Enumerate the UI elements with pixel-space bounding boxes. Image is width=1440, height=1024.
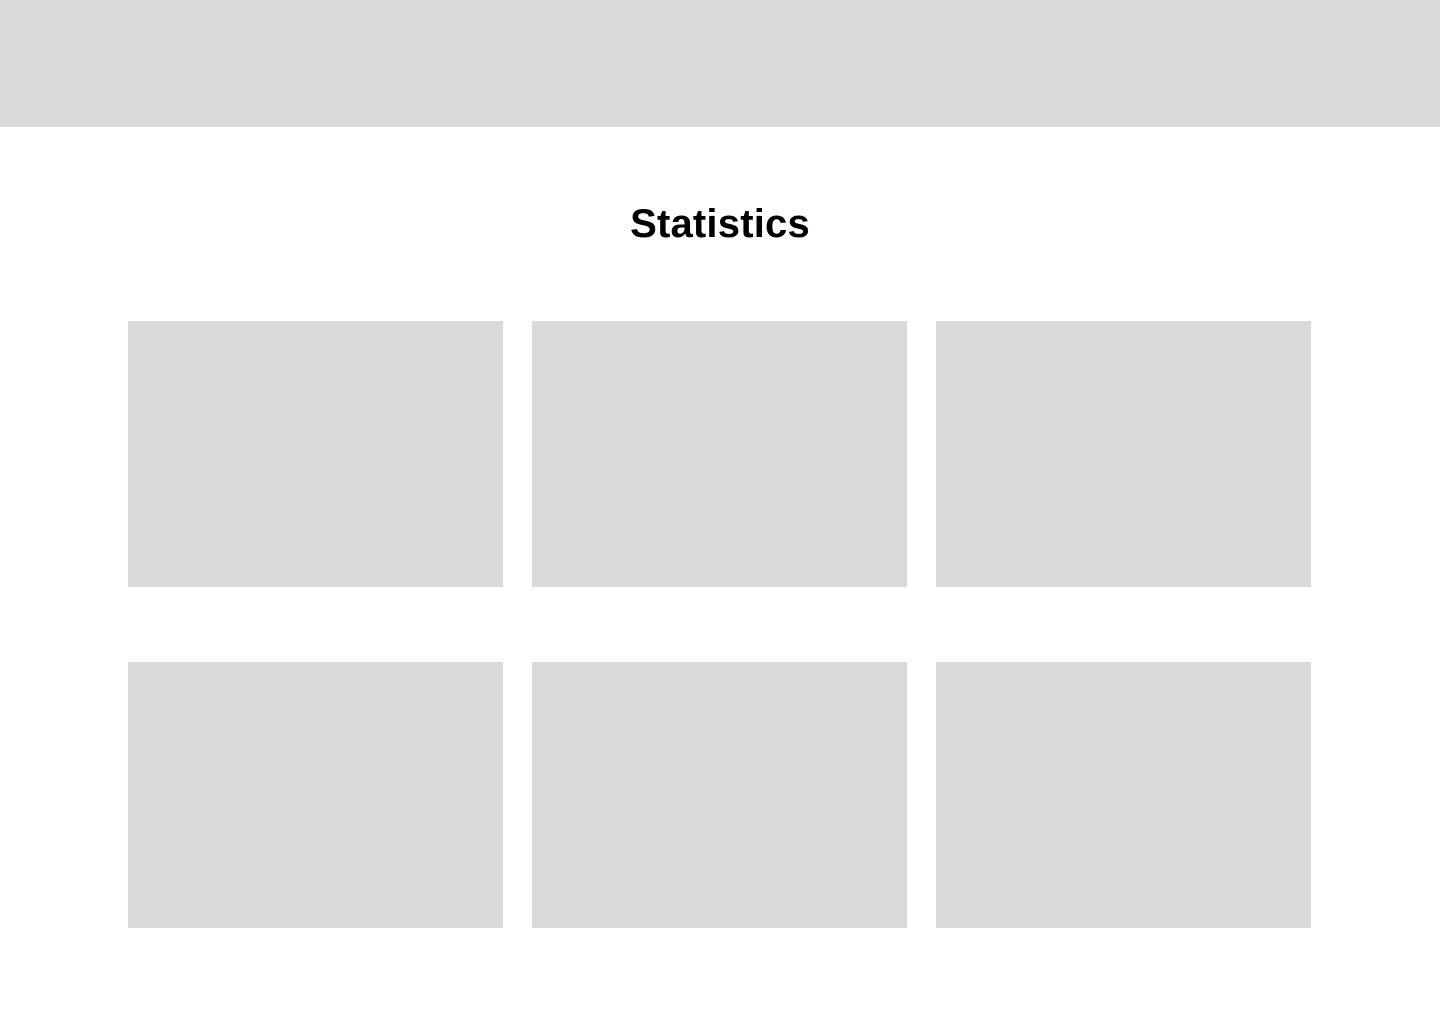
stat-card-6 bbox=[936, 662, 1311, 928]
stat-card-4 bbox=[128, 662, 503, 928]
header-bar bbox=[0, 0, 1440, 127]
stat-card-2 bbox=[532, 321, 907, 587]
statistics-grid bbox=[128, 321, 1311, 928]
stat-card-1 bbox=[128, 321, 503, 587]
stat-card-3 bbox=[936, 321, 1311, 587]
stat-card-5 bbox=[532, 662, 907, 928]
page-title: Statistics bbox=[630, 202, 810, 246]
